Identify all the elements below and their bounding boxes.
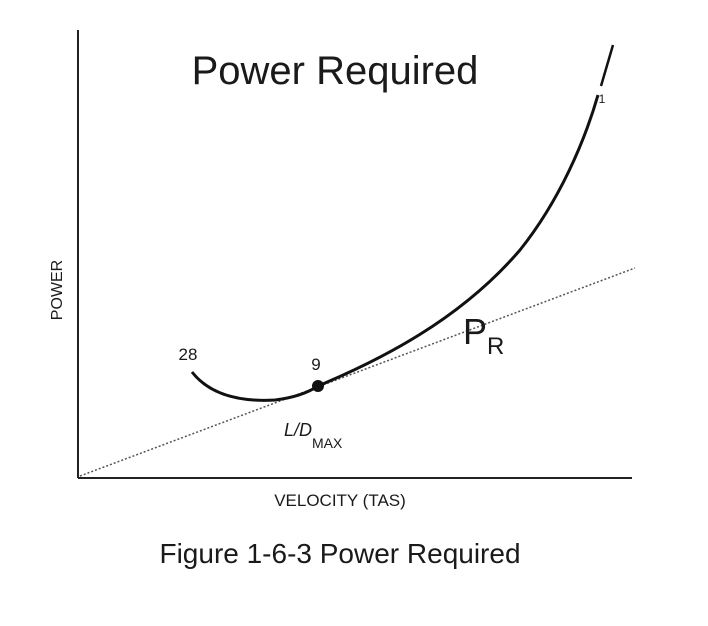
tangent-label: L/DMAX: [284, 420, 343, 451]
curve-label-main: P: [463, 311, 487, 352]
tangent-line: [79, 267, 636, 477]
point-label: 9: [311, 355, 320, 374]
x-axis-label: VELOCITY (TAS): [274, 491, 406, 510]
title: Power Required: [192, 49, 479, 93]
point-label: 1: [599, 92, 606, 106]
curve-break: [599, 44, 615, 87]
caption: Figure 1-6-3 Power Required: [159, 538, 520, 569]
tangent-dot: [312, 380, 324, 392]
tangent-label-sub: MAX: [312, 435, 343, 451]
tangent-label-main: L/D: [284, 420, 312, 440]
y-axis-label: POWER: [49, 260, 66, 320]
curve-label: PR: [463, 311, 504, 360]
power-curve: [190, 94, 600, 402]
curve-label-sub: R: [487, 333, 504, 360]
point-label: 28: [179, 345, 198, 364]
